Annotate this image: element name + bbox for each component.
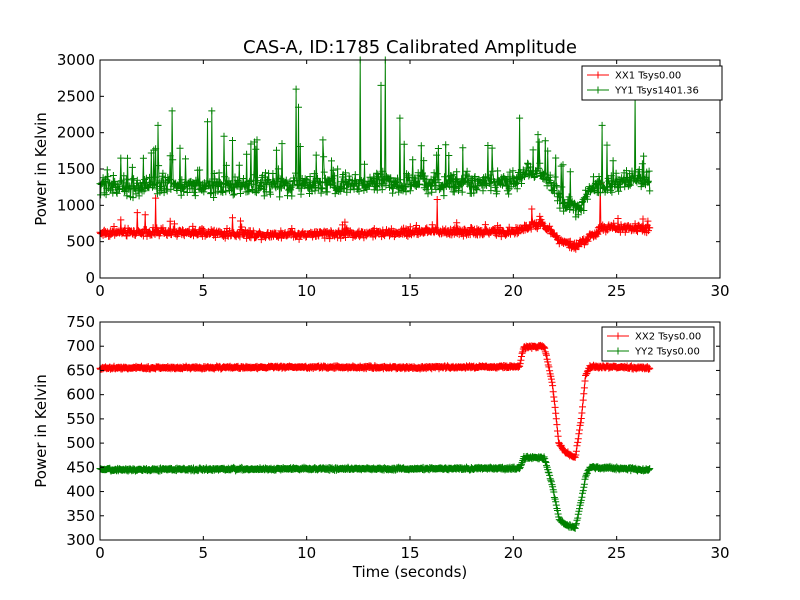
x-tick-label: 25 <box>607 282 626 300</box>
subplot-bottom: 0 5 10 15 20 25 30 300 350 400 450 500 550 600 650 700 7… <box>32 313 730 581</box>
y-tick-label: 2000 <box>57 124 95 142</box>
y-tick-label: 3000 <box>57 51 95 69</box>
y-tick-label: 700 <box>66 337 95 355</box>
legend-marker <box>594 71 602 79</box>
x-tick-label: 5 <box>199 282 209 300</box>
series-0-1 <box>96 56 654 221</box>
series-1-1 <box>96 452 654 532</box>
y-tick-label: 750 <box>66 313 95 331</box>
y-tick-label: 600 <box>66 386 95 404</box>
x-tick-label: 10 <box>297 282 316 300</box>
x-axis-label: Time (seconds) <box>352 563 468 581</box>
x-tick-label: 30 <box>710 544 729 562</box>
legend-marker <box>594 86 602 94</box>
y-tick-label: 500 <box>66 434 95 452</box>
subplot-top: 0 5 10 15 20 25 30 0 500 1000 1500 2000 2500 3000 Powe… <box>32 51 730 300</box>
legend-box <box>581 65 723 101</box>
legend-marker <box>614 332 622 340</box>
y-axis-label: Power in Kelvin <box>32 112 50 226</box>
x-tick-label: 15 <box>400 282 419 300</box>
y-tick-label: 400 <box>66 483 95 501</box>
y-tick-label: 0 <box>85 269 95 287</box>
y-tick-label: 650 <box>66 361 95 379</box>
legend: XX1 Tsys0.00 YY1 Tsys1401.36 <box>581 65 723 101</box>
y-tick-label: 550 <box>66 410 95 428</box>
x-tick-label: 30 <box>710 282 729 300</box>
series-1-0 <box>96 341 654 461</box>
y-tick-label: 1000 <box>57 196 95 214</box>
x-tick-label: 20 <box>504 282 523 300</box>
legend-label: YY1 Tsys1401.36 <box>614 86 699 97</box>
x-tick-label: 0 <box>95 544 105 562</box>
legend-box <box>601 326 715 362</box>
x-tick-label: 25 <box>607 544 626 562</box>
x-tick-label: 0 <box>95 282 105 300</box>
y-tick-label: 1500 <box>57 160 95 178</box>
x-tick-label: 10 <box>297 544 316 562</box>
legend-label: XX2 Tsys0.00 <box>635 332 701 343</box>
y-tick-label: 350 <box>66 507 95 525</box>
x-tick-label: 15 <box>400 544 419 562</box>
y-tick-label: 2500 <box>57 87 95 105</box>
legend-label: YY2 Tsys0.00 <box>634 347 700 358</box>
x-tick-label: 20 <box>504 544 523 562</box>
legend-marker <box>614 347 622 355</box>
y-tick-label: 300 <box>66 531 95 549</box>
y-axis-label: Power in Kelvin <box>32 374 50 488</box>
x-tick-label: 5 <box>199 544 209 562</box>
legend-label: XX1 Tsys0.00 <box>615 71 681 82</box>
chart-title: CAS-A, ID:1785 Calibrated Amplitude <box>243 37 577 58</box>
legend: XX2 Tsys0.00 YY2 Tsys0.00 <box>601 326 715 362</box>
y-tick-label: 500 <box>66 233 95 251</box>
y-tick-label: 450 <box>66 458 95 476</box>
